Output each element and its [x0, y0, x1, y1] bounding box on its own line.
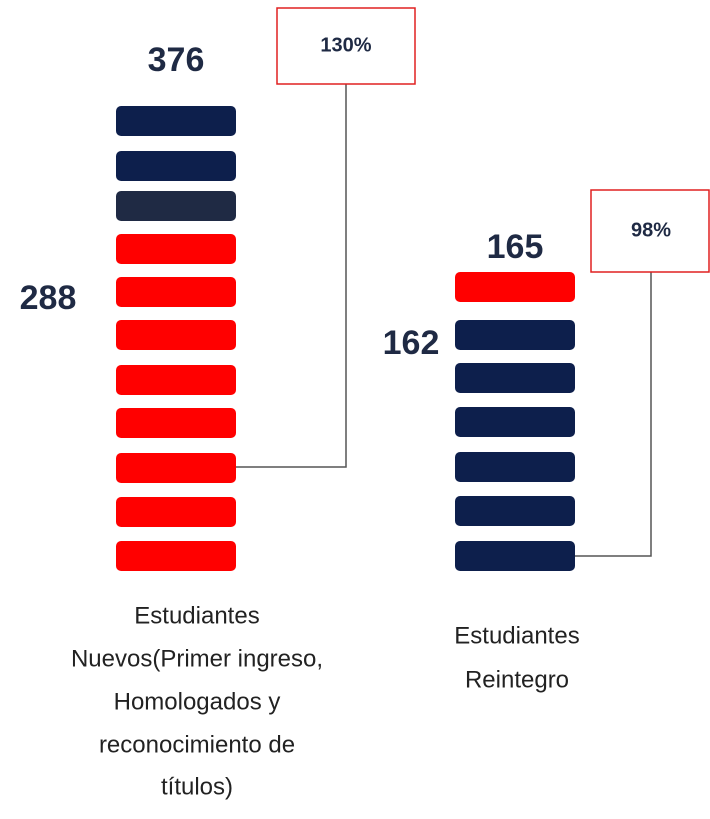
bar	[455, 541, 575, 571]
label-line: Reintegro	[465, 666, 569, 693]
bar	[116, 151, 236, 181]
label-line: reconocimiento de	[99, 731, 295, 758]
bar	[116, 191, 236, 221]
total: 376	[148, 41, 205, 79]
bar	[116, 277, 236, 307]
label-line: títulos)	[161, 773, 233, 800]
connector	[236, 84, 347, 468]
label-line: Estudiantes	[454, 622, 579, 649]
bar	[116, 497, 236, 527]
bar	[455, 272, 575, 302]
label-line: Nuevos(Primer ingreso,	[71, 645, 323, 672]
percent: 130%	[320, 34, 371, 56]
percent: 98%	[631, 219, 671, 241]
bar	[455, 320, 575, 350]
bar	[455, 407, 575, 437]
bar-stack	[116, 106, 236, 571]
bar	[116, 320, 236, 350]
label-line: Estudiantes	[134, 602, 259, 629]
base: 162	[383, 324, 440, 362]
total: 165	[487, 228, 544, 266]
bar	[116, 408, 236, 438]
connector	[575, 272, 652, 557]
base: 288	[20, 279, 77, 317]
bar	[455, 452, 575, 482]
bar	[116, 106, 236, 136]
category-label: Estudiantes Nuevos(Primer ingreso, Homol…	[71, 602, 323, 800]
percent-box	[590, 189, 710, 273]
percent-box	[276, 7, 416, 85]
bar-stack	[455, 272, 575, 571]
bar	[455, 363, 575, 393]
label-line: Homologados y	[114, 688, 281, 715]
category-label: Estudiantes Reintegro	[454, 622, 579, 693]
bar	[116, 453, 236, 483]
bar	[116, 365, 236, 395]
bar	[455, 496, 575, 526]
bar	[116, 234, 236, 264]
bar	[116, 541, 236, 571]
